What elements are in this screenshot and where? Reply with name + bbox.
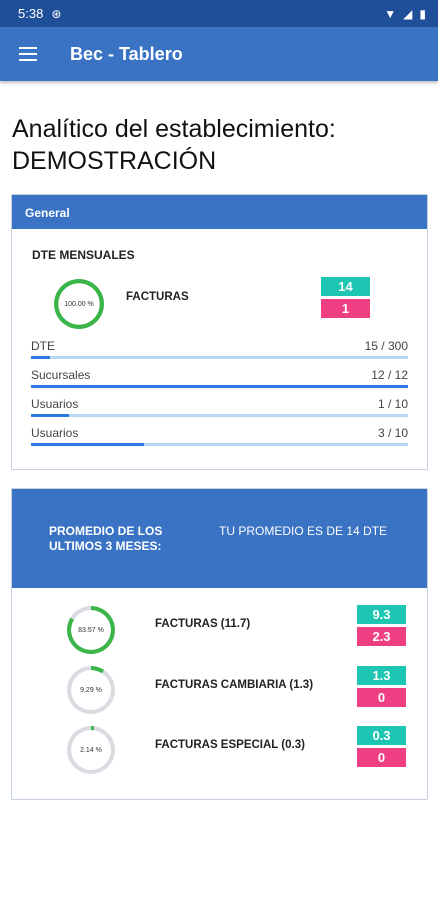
progress-fill	[31, 356, 50, 359]
badge-pink: 0	[357, 688, 406, 707]
stat-row: Usuarios 1 / 10	[31, 397, 408, 423]
stat-row: DTE 15 / 300	[31, 339, 408, 365]
stat-value: 1 / 10	[377, 397, 408, 411]
gauge-label: 2.14 %	[80, 746, 102, 754]
facturas-especial-label: FACTURAS ESPECIAL (0.3)	[155, 739, 305, 751]
gauge-label: 9.29 %	[80, 686, 102, 694]
app-bar: Bec - Tablero	[0, 27, 438, 81]
facturas-label: FACTURAS (11.7)	[155, 618, 251, 630]
general-card-header: General	[12, 195, 427, 229]
gauge-label: 83.57 %	[78, 626, 104, 634]
progress-track	[31, 414, 408, 417]
page-title: Analítico del establecimiento: DEMOSTRAC…	[12, 115, 336, 175]
general-card: General DTE MENSUALES 100.00 % FACTURAS …	[11, 194, 428, 470]
status-bar: 5:38 ⊛ ▼ ◢ ▮	[0, 0, 438, 27]
percent-gauge: 83.57 %	[67, 606, 115, 654]
steering-wheel-icon: ⊛	[51, 6, 62, 21]
badge-teal: 0.3	[357, 726, 406, 745]
progress-track	[31, 385, 408, 388]
badge-teal: 9.3	[357, 605, 406, 624]
hamburger-icon	[19, 47, 37, 61]
signal-icon: ◢	[403, 6, 413, 21]
percent-gauge: 100.00 %	[54, 279, 104, 329]
wifi-icon: ▼	[384, 6, 397, 21]
badge-teal: 14	[321, 277, 370, 296]
stat-label: Sucursales	[31, 368, 91, 382]
progress-track	[31, 443, 408, 446]
stat-row: Usuarios 3 / 10	[31, 426, 408, 452]
badge-pink: 1	[321, 299, 370, 318]
stat-label: Usuarios	[31, 397, 79, 411]
stat-value: 15 / 300	[364, 339, 408, 353]
app-title: Bec - Tablero	[70, 43, 183, 64]
promedio-card: PROMEDIO DE LOS ULTIMOS 3 MESES: TU PROM…	[11, 488, 428, 800]
dte-mensuales-title: DTE MENSUALES	[32, 248, 135, 262]
stat-value: 3 / 10	[377, 426, 408, 440]
progress-fill	[31, 385, 408, 388]
progress-fill	[31, 414, 69, 417]
percent-gauge: 9.29 %	[67, 666, 115, 714]
battery-icon: ▮	[419, 6, 426, 21]
stat-label: Usuarios	[31, 426, 79, 440]
status-time: 5:38	[18, 6, 44, 21]
promedio-summary: TU PROMEDIO ES DE 14 DTE	[219, 524, 388, 538]
stat-value: 12 / 12	[371, 368, 408, 382]
stat-label: DTE	[31, 339, 55, 353]
promedio-title: PROMEDIO DE LOS ULTIMOS 3 MESES:	[49, 524, 163, 553]
badge-pink: 0	[357, 748, 406, 767]
stat-row: Sucursales 12 / 12	[31, 368, 408, 394]
gauge-label: 100.00 %	[64, 300, 94, 308]
promedio-card-header: PROMEDIO DE LOS ULTIMOS 3 MESES: TU PROM…	[12, 489, 427, 588]
badge-pink: 2.3	[357, 627, 406, 646]
facturas-label: FACTURAS	[126, 291, 189, 303]
status-icons: ▼ ◢ ▮	[384, 7, 426, 21]
progress-track	[31, 356, 408, 359]
facturas-cambiaria-label: FACTURAS CAMBIARIA (1.3)	[155, 679, 314, 691]
percent-gauge: 2.14 %	[67, 726, 115, 774]
menu-button[interactable]	[0, 27, 56, 81]
badge-teal: 1.3	[357, 666, 406, 685]
progress-fill	[31, 443, 145, 446]
